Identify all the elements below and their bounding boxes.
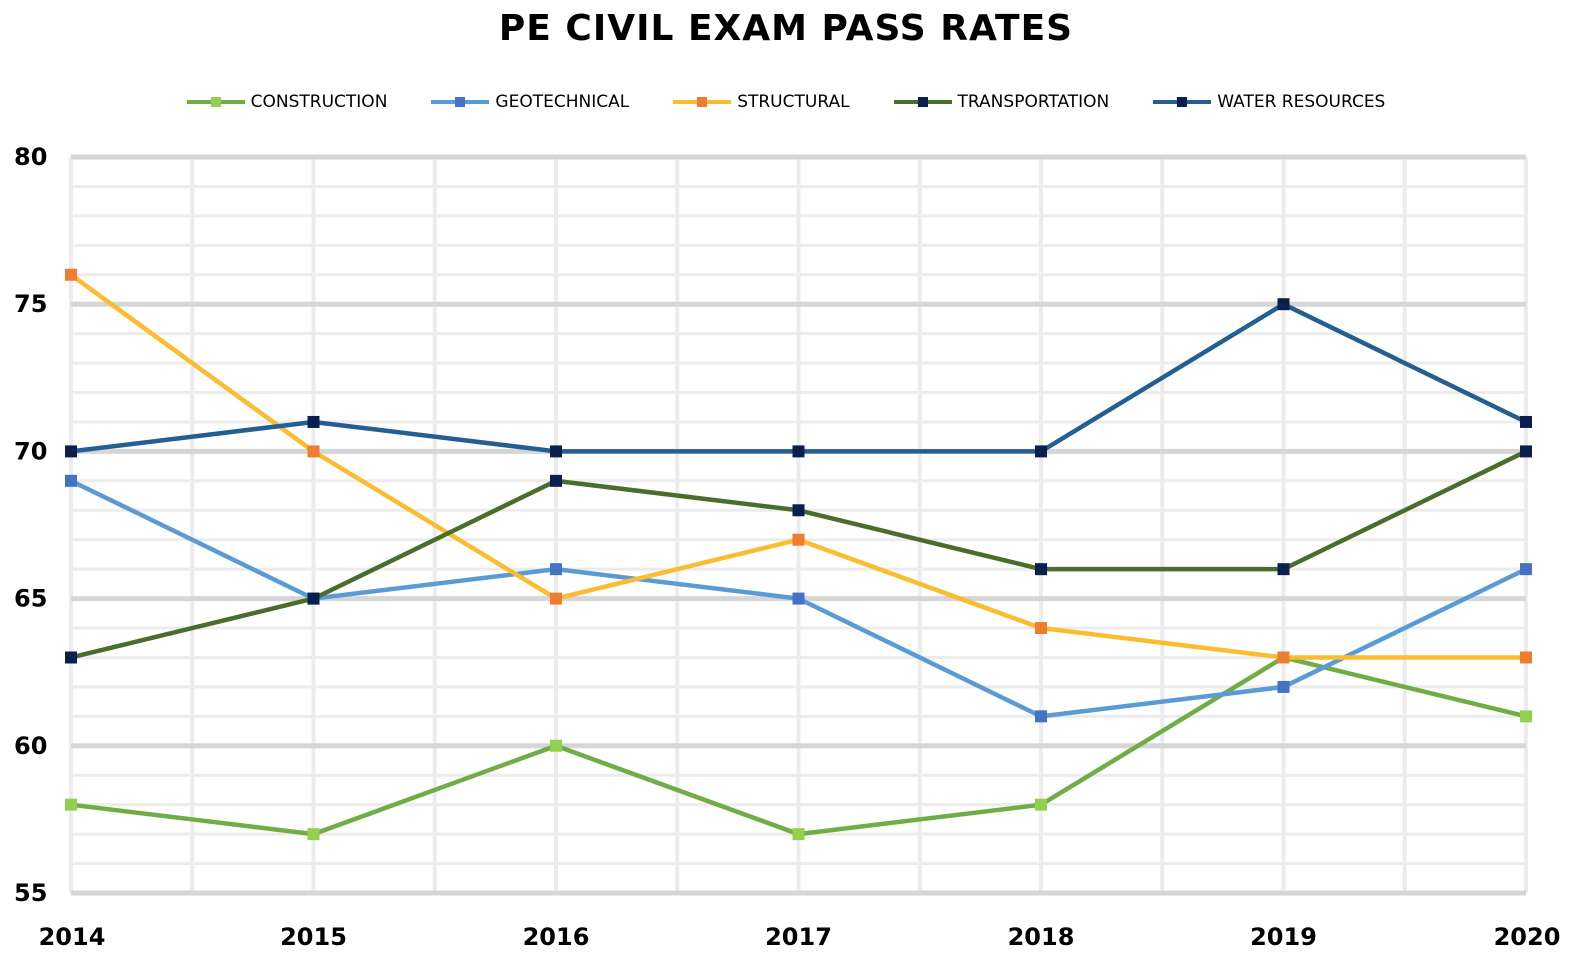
data-point-construction [307, 828, 320, 841]
x-tick-label: 2019 [1250, 923, 1317, 951]
chart-title: PE CIVIL EXAM PASS RATES [498, 8, 1074, 49]
legend-label: TRANSPORTATION [957, 92, 1110, 112]
y-tick-label: 75 [14, 290, 47, 318]
x-tick-label: 2017 [765, 923, 832, 951]
y-tick-label: 65 [14, 585, 47, 613]
data-point-transportation [1520, 445, 1532, 458]
y-tick-label: 60 [14, 732, 47, 760]
x-tick-label: 2016 [523, 923, 590, 951]
data-point-construction [1035, 798, 1047, 811]
legend-swatch [186, 96, 245, 108]
data-point-transportation [792, 504, 805, 517]
data-point-structural [1035, 622, 1047, 635]
legend-item: WATER RESOURCES [1153, 92, 1385, 112]
data-point-transportation [307, 592, 320, 605]
data-point-water-resources [1520, 415, 1532, 428]
data-point-structural [307, 445, 320, 458]
y-tick-label: 80 [14, 143, 47, 171]
legend-label: STRUCTURAL [737, 92, 850, 112]
data-point-water-resources [307, 415, 320, 428]
data-point-geotechnical [550, 563, 562, 576]
data-point-water-resources [550, 445, 562, 458]
data-point-structural [1277, 651, 1290, 664]
legend-swatch [431, 96, 490, 108]
legend-swatch [1153, 96, 1212, 108]
legend-label: CONSTRUCTION [250, 92, 388, 112]
legend-item: TRANSPORTATION [893, 92, 1110, 112]
legend-swatch [673, 96, 732, 108]
x-tick-label: 2020 [1494, 923, 1561, 951]
data-point-water-resources [65, 445, 77, 458]
data-point-construction [1520, 710, 1532, 723]
legend-label: GEOTECHNICAL [495, 92, 630, 112]
x-tick-label: 2014 [39, 923, 106, 951]
data-point-construction [550, 739, 562, 752]
legend-swatch [893, 96, 952, 108]
legend-item: STRUCTURAL [673, 92, 850, 112]
data-point-water-resources [792, 445, 805, 458]
data-point-water-resources [1277, 298, 1290, 311]
data-point-transportation [65, 651, 77, 664]
x-tick-label: 2015 [280, 923, 347, 951]
legend-label: WATER RESOURCES [1217, 92, 1386, 112]
legend-item: CONSTRUCTION [186, 92, 388, 112]
data-point-transportation [1277, 563, 1290, 576]
data-point-construction [65, 798, 77, 811]
data-point-structural [550, 592, 562, 605]
data-point-geotechnical [65, 474, 77, 487]
x-tick-label: 2018 [1008, 923, 1075, 951]
legend-item: GEOTECHNICAL [431, 92, 629, 112]
data-point-structural [65, 268, 77, 281]
legend: CONSTRUCTION GEOTECHNICAL STRUCTURAL TRANSP… [0, 88, 1572, 116]
data-point-geotechnical [1035, 710, 1047, 723]
data-point-structural [792, 533, 805, 546]
data-point-geotechnical [792, 592, 805, 605]
data-point-geotechnical [1520, 563, 1532, 576]
data-point-structural [1520, 651, 1532, 664]
y-tick-label: 55 [14, 879, 47, 907]
data-point-water-resources [1035, 445, 1047, 458]
data-point-transportation [550, 474, 562, 487]
data-point-geotechnical [1277, 680, 1290, 693]
data-point-transportation [1035, 563, 1047, 576]
y-tick-label: 70 [14, 437, 47, 465]
data-point-construction [792, 828, 805, 841]
